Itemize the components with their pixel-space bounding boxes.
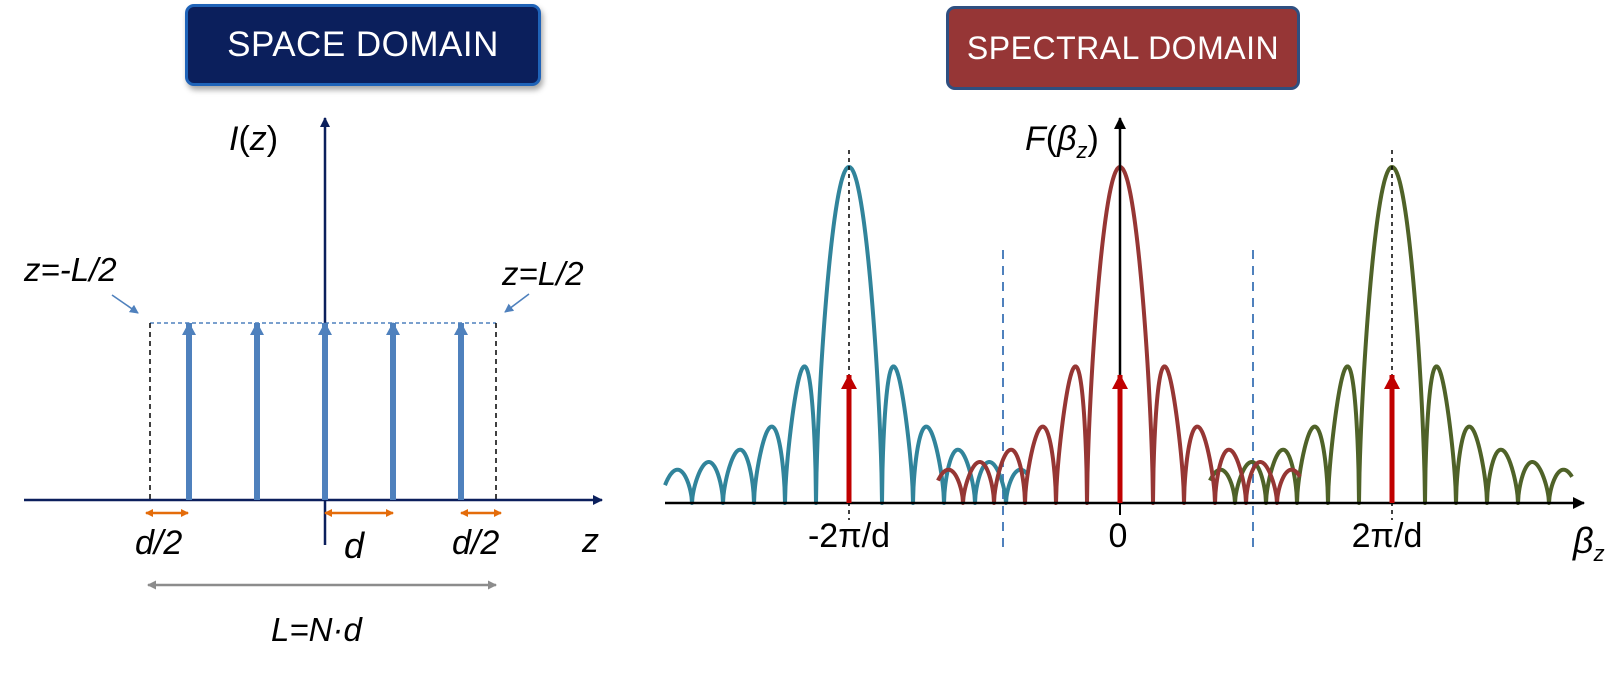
replica-minus-2pi-curve — [663, 165, 1030, 505]
half-spacing-label-right: d/2 — [452, 524, 499, 562]
space-y-axis-label: I(z) — [229, 120, 278, 158]
space-domain-title: SPACE DOMAIN — [185, 4, 541, 86]
tick-label-minus-2pi: -2π/d — [808, 517, 890, 555]
spectral-domain-plot: F(βz) -2π/d 0 2π/d βz — [663, 117, 1605, 566]
left-edge-pointer-arrow — [111, 294, 139, 314]
space-x-axis-label: z — [581, 522, 599, 560]
impulse-train — [182, 322, 468, 500]
space-domain-plot: I(z) z=-L/2 z=L/2 d/2 d d/2 z L=N·d — [23, 117, 603, 648]
tick-label-plus-2pi: 2π/d — [1352, 517, 1423, 555]
spectral-domain-title: SPECTRAL DOMAIN — [946, 6, 1300, 90]
spectral-y-axis-label: F(βz) — [1025, 120, 1099, 163]
total-length-label: L=N·d — [271, 611, 363, 648]
left-edge-label: z=-L/2 — [23, 251, 117, 288]
right-edge-pointer-arrow — [504, 293, 530, 313]
right-edge-label: z=L/2 — [501, 255, 584, 292]
tick-label-zero: 0 — [1109, 517, 1128, 555]
half-spacing-label-left: d/2 — [135, 524, 182, 562]
spectral-x-axis-label: βz — [1572, 520, 1605, 566]
spacing-label: d — [344, 525, 365, 566]
